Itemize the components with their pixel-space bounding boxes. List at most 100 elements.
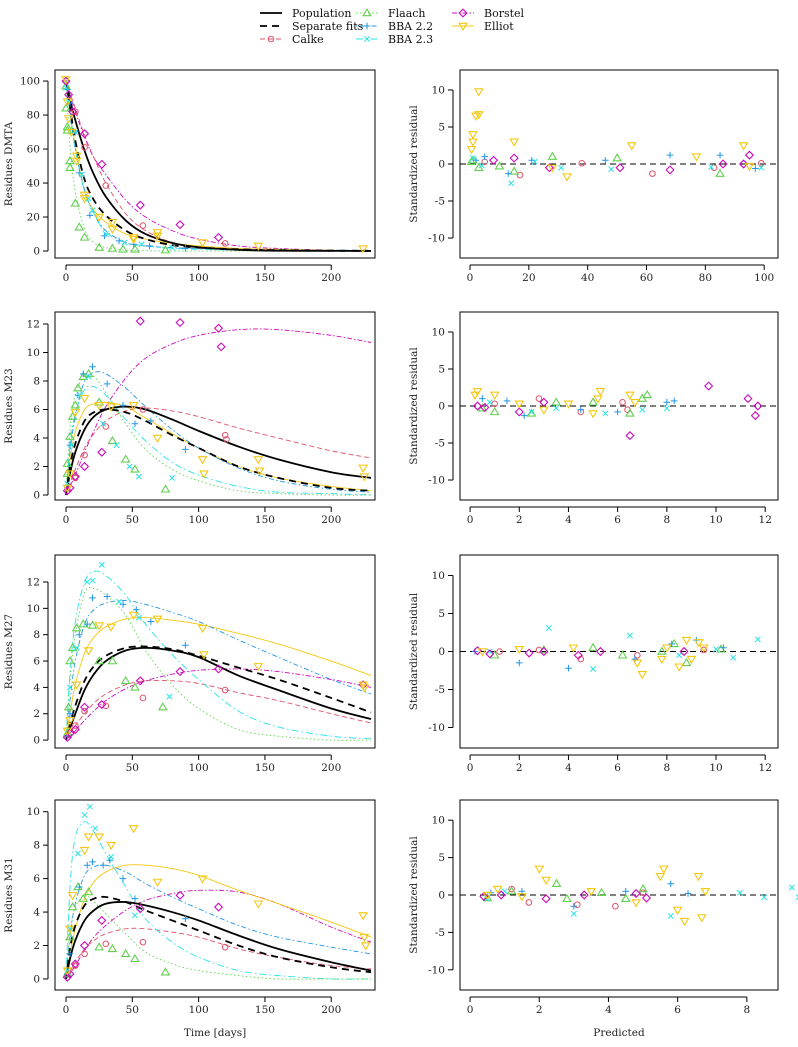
residual-flaach [612,153,622,162]
curves [65,570,372,741]
point-elliot [62,98,73,107]
point-elliot [199,470,209,479]
point-flaach [94,656,105,665]
residual-bba23 [531,158,538,165]
point-bba23 [85,373,92,380]
point-bba22 [75,883,83,891]
y-tick-label: 10 [432,84,445,96]
point-bba23 [81,812,88,819]
y-axis: -10 -5 0 5 10 [428,84,454,245]
residual-bba23 [676,652,683,659]
residual-bba22 [667,880,675,888]
point-borstel [97,159,107,169]
y-tick-label: -5 [435,927,445,939]
residual-elliot [470,391,480,400]
y-tick-label: 100 [20,76,40,88]
x-tick-label: 8 [744,1004,751,1016]
residual-bba22 [716,151,724,159]
point-flaach [78,893,89,902]
point-flaach [130,953,140,963]
legend-entry-elliot: Elliot [452,20,514,33]
y-tick-label: 40 [27,178,40,190]
residual-elliot [672,906,683,915]
residual-borstel [579,890,589,900]
point-borstel [135,904,145,914]
residual-flaach [620,893,631,902]
point-elliot [128,401,139,411]
x-tick-label: 20 [522,272,535,284]
point-borstel [70,724,80,735]
point-flaach [78,619,89,628]
curve-borstel [65,80,372,252]
residual-elliot [593,395,603,404]
point-bba23 [100,420,107,427]
point-bba23 [169,244,176,251]
x-tick-label: 0 [467,272,474,284]
point-flaach [94,242,105,251]
curve-calke [65,927,372,980]
legend-label: Borstel [484,7,525,20]
point-elliot [66,128,77,138]
legend-label: Elliot [484,20,514,33]
point-bba22 [182,915,189,923]
x-tick-label: 12 [759,514,772,526]
curve-flaach [65,587,372,741]
residual-elliot [563,400,574,409]
residual-borstel [679,646,689,657]
residual-borstel [539,646,549,657]
residual-elliot [466,145,477,155]
point-bba23 [85,195,92,202]
point-bba23 [169,474,176,481]
legend-marker-circle-icon [267,35,275,43]
residual-flaach [489,406,500,416]
point-borstel [97,447,107,457]
x-tick-label: 8 [663,514,670,526]
x-tick-label: 150 [255,272,275,284]
point-elliot [107,218,118,228]
residual-bba23 [626,632,633,639]
point-calke [139,694,147,702]
residual-flaach [716,644,726,653]
y-tick-label: 2 [33,708,40,720]
residual-bba22 [666,151,674,159]
residual-bba23 [486,399,493,406]
point-elliot [106,403,116,412]
residual-bba23 [486,648,493,655]
point-elliot [358,245,368,254]
point-flaach [118,244,128,253]
point-bba22 [86,212,94,219]
y-tick-label: 0 [438,401,445,413]
residual-bba23 [758,164,765,171]
residual-elliot [626,142,637,151]
x-tick-label: 6 [674,1004,681,1016]
residual-elliot [700,888,711,897]
curve-pop [65,901,372,980]
point-bba23 [68,442,75,449]
x-tick-label: 0 [63,762,70,774]
point-bba23 [113,442,120,449]
y-tick-label: 4 [33,682,40,694]
point-bba23 [66,684,73,691]
point-borstel [175,220,185,230]
x-axis: 0 2 4 6 8 10 12 [467,754,772,774]
point-bba22 [182,245,189,252]
point-elliot [197,624,208,634]
x-tick-label: 150 [255,514,275,526]
residual-bba23 [730,654,737,661]
point-flaach [130,682,140,691]
legend-label: Separate fits [292,20,364,33]
point-bba23 [63,84,70,91]
residual-elliot [489,391,500,400]
residual-elliot [637,671,648,680]
residual-elliot [738,142,749,151]
legend-entry-bba23: BBA 2.3 [356,33,433,46]
residual-borstel [509,153,519,163]
point-bba23 [166,693,173,700]
residual-borstel [625,431,635,441]
point-flaach [160,484,171,493]
y-tick-label: 0 [33,735,40,747]
legend-entry-bba22: BBA 2.2 [356,20,433,33]
residual-borstel [480,402,490,413]
plot-frame [54,799,376,991]
point-elliot [197,239,208,248]
